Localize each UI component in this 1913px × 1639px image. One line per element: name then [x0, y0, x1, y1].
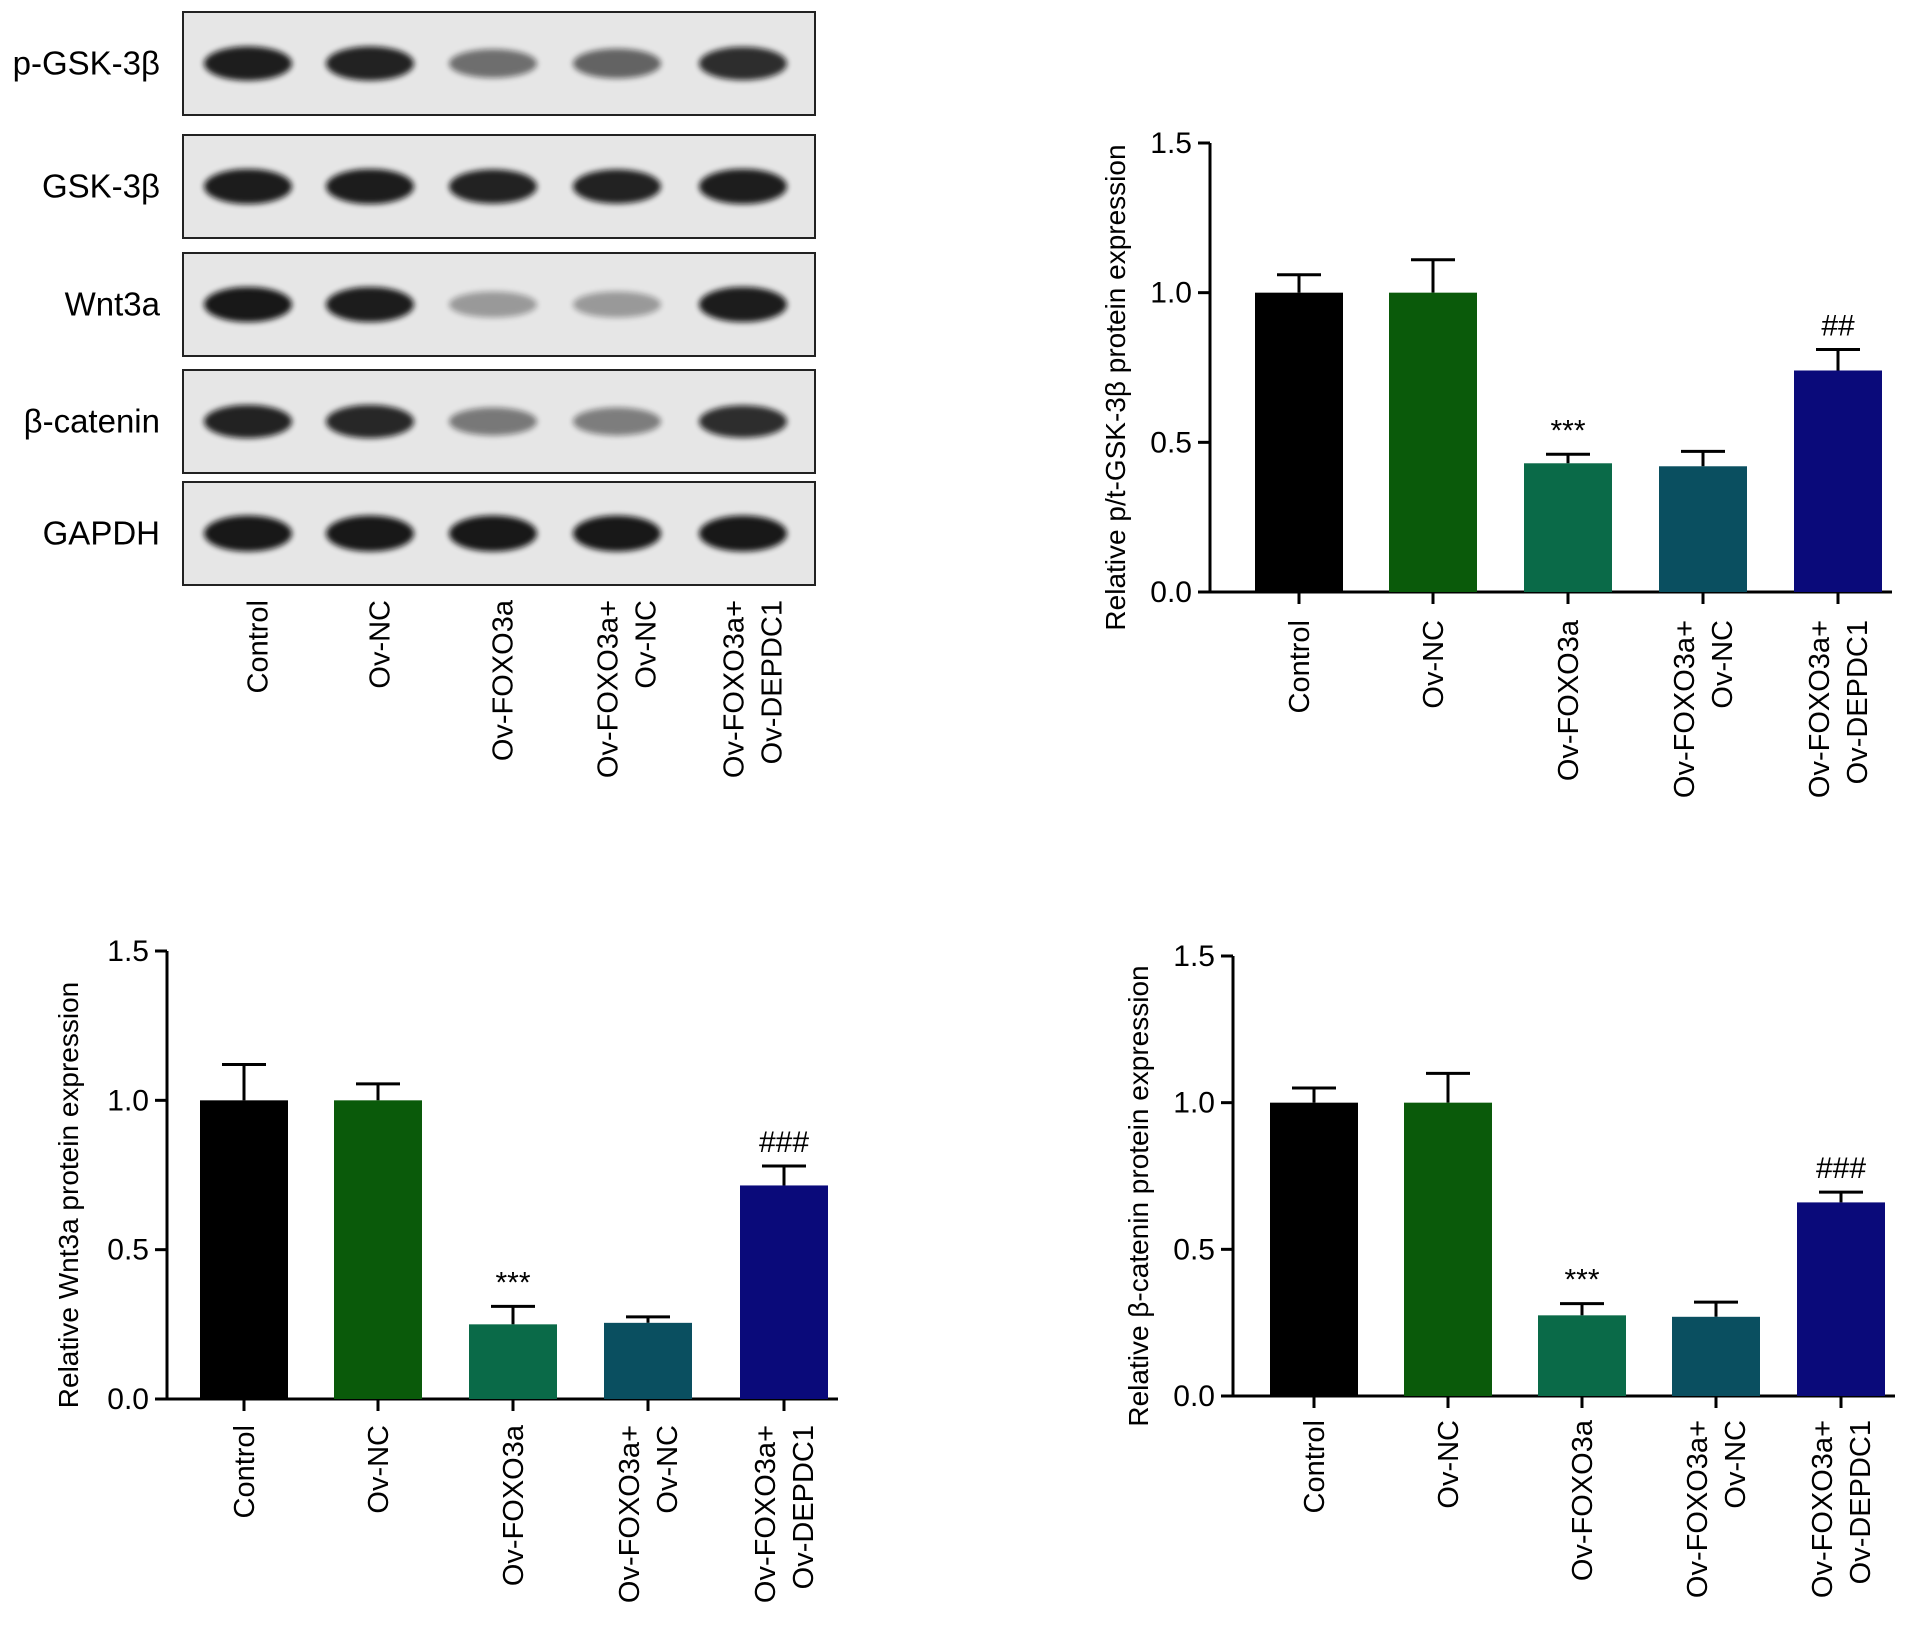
x-tick-label: Ov-FOXO3a+	[1682, 1420, 1714, 1598]
x-tick-label: Ov-FOXO3a+	[1804, 620, 1836, 798]
x-tick-label: Ov-FOXO3a	[1567, 1419, 1599, 1581]
blot-lane-label: Ov-FOXO3a+	[719, 600, 751, 778]
blot-band	[699, 46, 787, 81]
blot-lane-label: Ov-NC	[365, 600, 397, 689]
y-tick-label: 0.5	[107, 1234, 149, 1267]
y-tick-label: 0.0	[1173, 1380, 1215, 1413]
bar	[1389, 292, 1477, 592]
y-tick-label: 1.0	[107, 1084, 149, 1117]
blot-row-label: β-catenin	[24, 403, 160, 440]
bar	[1255, 292, 1343, 592]
x-tick-label: Ov-FOXO3a+	[614, 1425, 646, 1603]
blot-band	[204, 168, 292, 205]
y-axis-label: Relative p/t-GSK-3β protein expression	[1100, 144, 1131, 630]
x-tick-label: Ov-FOXO3a+	[750, 1425, 782, 1603]
bar	[1538, 1315, 1626, 1396]
significance-label: ***	[1550, 414, 1585, 447]
bar	[1797, 1202, 1885, 1396]
blot-row-label: GSK-3β	[42, 168, 160, 205]
bar	[604, 1322, 692, 1399]
blot-band	[204, 286, 292, 323]
blot-row-label: p-GSK-3β	[13, 45, 160, 82]
x-tick-label: Control	[1299, 1420, 1331, 1514]
wnt3a-bar-chart: 0.0 0.5 1.0 1.5 Relative Wnt3a protein expre…	[53, 935, 838, 1603]
y-tick-label: 1.5	[107, 935, 149, 968]
x-tick-label: Ov-FOXO3a	[1553, 619, 1585, 781]
bar	[200, 1100, 288, 1399]
x-tick-label: Ov-NC	[652, 1425, 684, 1514]
bar	[1672, 1316, 1760, 1396]
y-tick-label: 0.5	[1173, 1233, 1215, 1266]
y-tick-label: 1.0	[1150, 277, 1192, 310]
x-tick-label: Control	[1284, 620, 1316, 714]
bar	[1270, 1102, 1358, 1396]
x-tick-label: Ov-DEPDC1	[788, 1425, 820, 1589]
x-tick-label: Control	[229, 1425, 261, 1519]
blot-band	[449, 169, 537, 204]
bar	[1794, 370, 1882, 592]
blot-band	[204, 46, 292, 81]
x-tick-label: Ov-FOXO3a+	[1807, 1420, 1839, 1598]
blot-lane-label: Ov-FOXO3a	[488, 599, 520, 761]
blot-band	[326, 168, 414, 205]
y-tick-label: 1.5	[1150, 127, 1192, 160]
bar	[334, 1100, 422, 1399]
significance-label: ***	[495, 1266, 530, 1299]
bar	[1659, 466, 1747, 592]
blot-band	[573, 169, 661, 204]
y-tick-label: 1.5	[1173, 940, 1215, 973]
x-tick-label: Ov-FOXO3a	[498, 1424, 530, 1586]
y-axis-label: Relative Wnt3a protein expression	[53, 982, 84, 1408]
blot-band	[573, 48, 661, 79]
significance-label: ***	[1564, 1264, 1599, 1297]
blot-band	[449, 291, 537, 318]
blot-band	[573, 515, 661, 552]
blot-band	[449, 49, 537, 78]
x-tick-label: Ov-NC	[1418, 620, 1450, 709]
significance-label: ###	[759, 1126, 809, 1159]
blot-band	[326, 46, 414, 81]
p-gsk3b-bar-chart: 0.0 0.5 1.0 1.5 Relative p/t-GSK-3β protein …	[1100, 127, 1892, 798]
significance-label: ###	[1816, 1152, 1866, 1185]
y-tick-label: 0.0	[1150, 576, 1192, 609]
beta-catenin-bar-chart: 0.0 0.5 1.0 1.5 Relative β-catenin protein e…	[1123, 940, 1895, 1598]
blot-band	[326, 404, 414, 439]
blot-band	[326, 286, 414, 323]
blot-band	[699, 168, 787, 205]
blot-band	[699, 405, 787, 438]
bar	[469, 1324, 557, 1399]
blot-lane-label: Ov-DEPDC1	[757, 600, 789, 764]
blot-lane-label: Control	[243, 600, 275, 694]
blot-band	[573, 291, 661, 318]
y-tick-label: 0.0	[107, 1383, 149, 1416]
blot-band	[326, 515, 414, 552]
x-tick-label: Ov-NC	[1720, 1420, 1752, 1509]
blot-band	[573, 407, 661, 436]
blot-band	[204, 404, 292, 439]
blot-band	[204, 515, 292, 552]
x-tick-label: Ov-FOXO3a+	[1669, 620, 1701, 798]
x-tick-label: Ov-NC	[1433, 1420, 1465, 1509]
bar	[1404, 1102, 1492, 1396]
blot-lane-label: Ov-NC	[631, 600, 663, 689]
blot-lane-label: Ov-FOXO3a+	[593, 600, 625, 778]
blot-band	[449, 407, 537, 436]
x-tick-label: Ov-NC	[363, 1425, 395, 1514]
significance-label: ##	[1821, 310, 1855, 343]
blot-band	[699, 286, 787, 323]
blot-row-label: GAPDH	[43, 515, 160, 552]
y-tick-label: 0.5	[1150, 426, 1192, 459]
bar	[740, 1185, 828, 1399]
blot-row-label: Wnt3a	[65, 286, 161, 323]
x-tick-label: Ov-DEPDC1	[1845, 1420, 1877, 1584]
y-tick-label: 1.0	[1173, 1087, 1215, 1120]
blot-band	[699, 515, 787, 552]
y-axis-label: Relative β-catenin protein expression	[1123, 965, 1154, 1426]
x-tick-label: Ov-DEPDC1	[1842, 620, 1874, 784]
x-tick-label: Ov-NC	[1707, 620, 1739, 709]
bar	[1524, 463, 1612, 592]
blot-band	[449, 515, 537, 552]
western-blot-panel: p-GSK-3β GSK-3β Wnt3a β-catenin GAPDH Control…	[13, 11, 816, 778]
